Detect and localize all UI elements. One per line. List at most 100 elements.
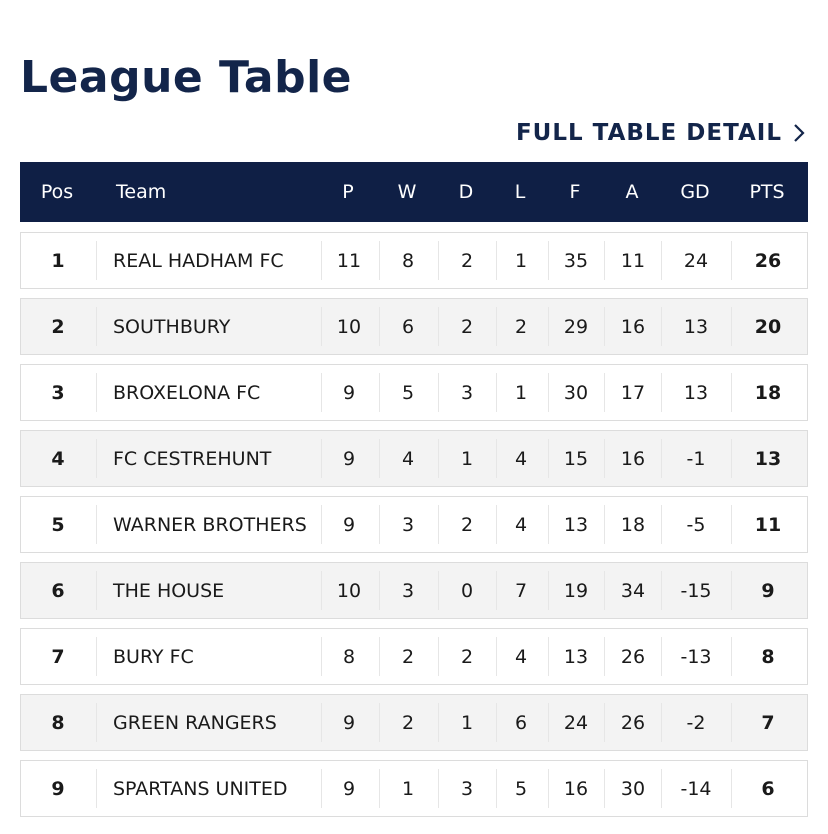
stat-cell: 11: [620, 249, 646, 272]
stat-cell: 13: [683, 381, 709, 404]
link-text: FULL TABLE DETAIL: [515, 120, 782, 146]
cell-divider: [661, 241, 662, 280]
stat-cell: 9: [342, 381, 356, 404]
cell-divider: [496, 241, 497, 280]
stat-cell: 7: [51, 645, 65, 668]
full-table-link[interactable]: FULL TABLE DETAIL: [516, 120, 806, 146]
cell-divider: [496, 637, 497, 676]
stat-cell: 18: [754, 381, 782, 404]
stat-cell: 16: [620, 315, 646, 338]
column-header: A: [625, 181, 639, 203]
stat-cell: 24: [683, 249, 709, 272]
stat-cell: 5: [401, 381, 415, 404]
column-header: Pos: [40, 181, 74, 203]
cell-divider: [661, 307, 662, 346]
table-row: 1 REAL HADHAM FC 11 8 2 1 35 11 24 26: [20, 232, 808, 289]
cell-divider: [96, 769, 97, 808]
stat-cell: 16: [563, 777, 589, 800]
cell-divider: [661, 505, 662, 544]
cell-divider: [321, 439, 322, 478]
cell-divider: [496, 307, 497, 346]
cell-divider: [379, 703, 380, 742]
cell-divider: [379, 439, 380, 478]
cell-divider: [731, 307, 732, 346]
cell-divider: [321, 637, 322, 676]
stat-cell: 9: [342, 513, 356, 536]
team-name: FC CESTREHUNT: [113, 447, 272, 470]
cell-divider: [321, 571, 322, 610]
cell-divider: [321, 703, 322, 742]
cell-divider: [438, 571, 439, 610]
cell-divider: [96, 703, 97, 742]
cell-divider: [604, 571, 605, 610]
cell-divider: [731, 571, 732, 610]
team-name: REAL HADHAM FC: [113, 249, 284, 272]
stat-cell: 8: [761, 645, 775, 668]
cell-divider: [379, 241, 380, 280]
stat-cell: 35: [563, 249, 589, 272]
column-header: L: [514, 181, 526, 203]
stat-cell: 4: [514, 513, 528, 536]
stat-cell: -5: [686, 513, 706, 536]
stat-cell: 3: [401, 513, 415, 536]
stat-cell: 13: [683, 315, 709, 338]
column-header: F: [569, 181, 581, 203]
cell-divider: [548, 439, 549, 478]
cell-divider: [96, 439, 97, 478]
cell-divider: [96, 241, 97, 280]
stat-cell: 30: [563, 381, 589, 404]
cell-divider: [496, 769, 497, 808]
stat-cell: 34: [620, 579, 646, 602]
team-name: BURY FC: [113, 645, 194, 668]
cell-divider: [731, 703, 732, 742]
cell-divider: [438, 241, 439, 280]
stat-cell: 2: [460, 315, 474, 338]
cell-divider: [321, 769, 322, 808]
stat-cell: 8: [342, 645, 356, 668]
column-header: Team: [116, 181, 167, 203]
cell-divider: [661, 703, 662, 742]
chevron-icon: [794, 124, 805, 142]
stat-cell: 1: [460, 447, 474, 470]
stat-cell: 9: [342, 447, 356, 470]
table-row: 3 BROXELONA FC 9 5 3 1 30 17 13 18: [20, 364, 808, 421]
cell-divider: [321, 505, 322, 544]
cell-divider: [321, 307, 322, 346]
stat-cell: 4: [514, 645, 528, 668]
cell-divider: [379, 637, 380, 676]
cell-divider: [548, 769, 549, 808]
stat-cell: 2: [514, 315, 528, 338]
cell-divider: [548, 703, 549, 742]
stat-cell: 2: [51, 315, 65, 338]
stat-cell: 11: [754, 513, 782, 536]
cell-divider: [496, 571, 497, 610]
stat-cell: 1: [460, 711, 474, 734]
stat-cell: 20: [754, 315, 782, 338]
cell-divider: [496, 439, 497, 478]
table-header: Pos Team P W D L F A GD PTS: [20, 162, 808, 222]
stat-cell: -1: [686, 447, 706, 470]
table-row: 9 SPARTANS UNITED 9 1 3 5 16 30 -14 6: [20, 760, 808, 817]
column-header: P: [342, 181, 354, 203]
stat-cell: 6: [51, 579, 65, 602]
stat-cell: 7: [761, 711, 775, 734]
cell-divider: [604, 505, 605, 544]
column-header: D: [458, 181, 474, 203]
cell-divider: [438, 373, 439, 412]
cell-divider: [379, 505, 380, 544]
table-row: 2 SOUTHBURY 10 6 2 2 29 16 13 20: [20, 298, 808, 355]
stat-cell: 3: [460, 381, 474, 404]
table-row: 6 THE HOUSE 10 3 0 7 19 34 -15 9: [20, 562, 808, 619]
cell-divider: [548, 637, 549, 676]
stat-cell: -14: [680, 777, 712, 800]
cell-divider: [321, 373, 322, 412]
stat-cell: -13: [680, 645, 712, 668]
cell-divider: [731, 637, 732, 676]
cell-divider: [548, 241, 549, 280]
cell-divider: [96, 637, 97, 676]
column-header: W: [397, 181, 417, 203]
team-name: GREEN RANGERS: [113, 711, 277, 734]
cell-divider: [604, 637, 605, 676]
cell-divider: [604, 307, 605, 346]
stat-cell: 2: [401, 645, 415, 668]
